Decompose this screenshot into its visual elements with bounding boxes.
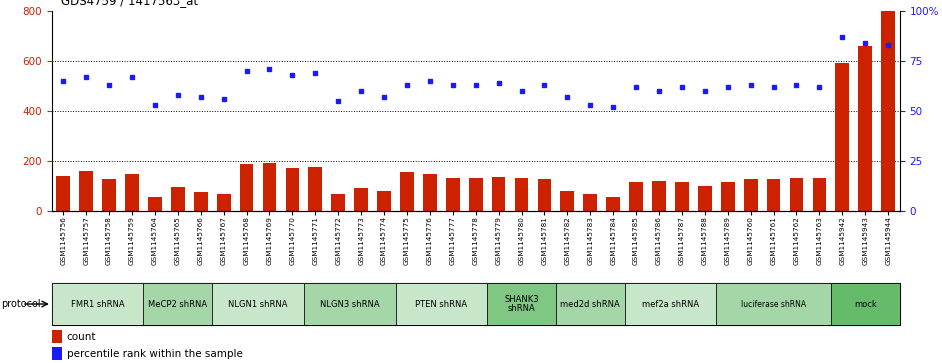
Text: GDS4759 / 1417563_at: GDS4759 / 1417563_at: [61, 0, 199, 7]
Bar: [514, 178, 528, 211]
Bar: [396, 283, 487, 325]
Text: luciferase shRNA: luciferase shRNA: [741, 299, 806, 309]
Bar: [487, 283, 556, 325]
Bar: [377, 191, 391, 211]
Bar: [212, 283, 304, 325]
Text: MeCP2 shRNA: MeCP2 shRNA: [148, 299, 207, 309]
Text: PTEN shRNA: PTEN shRNA: [415, 299, 467, 309]
Text: med2d shRNA: med2d shRNA: [560, 299, 620, 309]
Text: mef2a shRNA: mef2a shRNA: [642, 299, 699, 309]
Bar: [194, 192, 207, 211]
Bar: [625, 283, 716, 325]
Bar: [57, 176, 70, 211]
Text: mock: mock: [853, 299, 877, 309]
Bar: [148, 197, 162, 211]
Bar: [813, 178, 826, 211]
Bar: [52, 347, 62, 360]
Text: SHANK3
shRNA: SHANK3 shRNA: [504, 295, 539, 313]
Bar: [354, 188, 368, 211]
Bar: [882, 11, 895, 211]
Text: NLGN1 shRNA: NLGN1 shRNA: [228, 299, 288, 309]
Bar: [583, 194, 597, 211]
Text: FMR1 shRNA: FMR1 shRNA: [71, 299, 124, 309]
Bar: [836, 63, 849, 211]
Bar: [423, 174, 437, 211]
Bar: [538, 179, 551, 211]
Bar: [332, 194, 345, 211]
Bar: [304, 283, 396, 325]
Bar: [721, 182, 735, 211]
Bar: [143, 283, 212, 325]
Bar: [675, 182, 689, 211]
Bar: [789, 178, 804, 211]
Bar: [831, 283, 900, 325]
Bar: [556, 283, 625, 325]
Bar: [744, 179, 757, 211]
Bar: [308, 167, 322, 211]
Bar: [52, 330, 62, 343]
Bar: [239, 164, 253, 211]
Bar: [767, 179, 781, 211]
Text: NLGN3 shRNA: NLGN3 shRNA: [320, 299, 380, 309]
Bar: [103, 179, 116, 211]
Bar: [263, 163, 276, 211]
Bar: [629, 182, 643, 211]
Bar: [285, 168, 300, 211]
Text: protocol: protocol: [1, 299, 41, 309]
Bar: [446, 178, 460, 211]
Bar: [560, 191, 575, 211]
Text: count: count: [67, 332, 96, 342]
Bar: [79, 171, 93, 211]
Bar: [52, 283, 143, 325]
Bar: [492, 177, 506, 211]
Bar: [125, 174, 138, 211]
Text: percentile rank within the sample: percentile rank within the sample: [67, 348, 242, 359]
Bar: [858, 46, 872, 211]
Bar: [607, 197, 620, 211]
Bar: [217, 194, 231, 211]
Bar: [698, 185, 712, 211]
Bar: [716, 283, 831, 325]
Bar: [652, 180, 666, 211]
Bar: [400, 172, 414, 211]
Bar: [171, 187, 185, 211]
Bar: [469, 178, 482, 211]
